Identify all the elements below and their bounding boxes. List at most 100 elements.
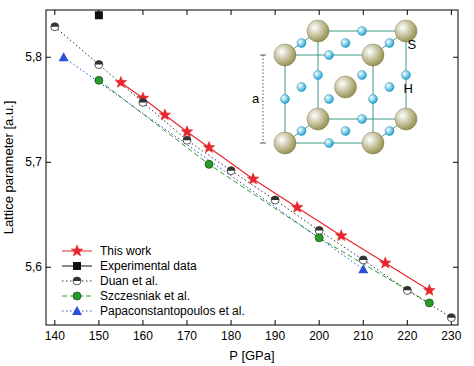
hydrogen-atom [402, 71, 411, 80]
legend-label: Duan et al. [100, 274, 158, 288]
x-tick-label: 150 [89, 329, 109, 343]
inset-structure: S Ha [252, 20, 417, 154]
data-point [95, 76, 103, 84]
data-point [380, 257, 391, 268]
sulfur-atom [362, 132, 384, 154]
hydrogen-atom [369, 95, 378, 104]
x-tick [54, 320, 55, 325]
data-point [315, 227, 323, 235]
marker-shape [59, 52, 69, 61]
marker-shape [139, 98, 147, 106]
series-line [55, 27, 452, 318]
hydrogen-atom [297, 83, 306, 92]
marker-shape [205, 160, 213, 168]
data-point [424, 284, 435, 295]
x-tick-top [319, 10, 320, 15]
marker-shape [380, 257, 391, 268]
plot-area [51, 11, 456, 321]
x-tick-top [363, 10, 364, 15]
x-tick-top [142, 10, 143, 15]
marker-shape [315, 227, 323, 235]
atom-label: H [404, 81, 413, 96]
data-point [95, 61, 103, 69]
data-point [115, 76, 126, 87]
y-tick-label: 5,6 [25, 260, 42, 274]
x-tick-label: 230 [441, 329, 461, 343]
legend-label: This work [100, 244, 152, 258]
sulfur-atom [362, 44, 384, 66]
x-tick-top [407, 10, 408, 15]
marker-shape [336, 230, 347, 241]
hydrogen-atom [341, 127, 350, 136]
marker-shape [183, 136, 191, 144]
hydrogen-atom [325, 139, 334, 148]
marker-shape [447, 314, 455, 322]
hydrogen-atom [341, 39, 350, 48]
x-tick-label: 140 [45, 329, 65, 343]
marker-half [403, 286, 411, 290]
data-point [51, 23, 59, 31]
hydrogen-atom [385, 39, 394, 48]
data-point [358, 264, 368, 273]
marker-shape [271, 196, 279, 204]
data-point [205, 160, 213, 168]
hydrogen-atom [325, 95, 334, 104]
marker-shape [425, 299, 433, 307]
hydrogen-atom [385, 83, 394, 92]
data-point [315, 234, 323, 242]
sulfur-atom [274, 132, 296, 154]
x-tick-top [231, 10, 232, 15]
x-tick-label: 190 [265, 329, 285, 343]
data-point [403, 286, 411, 294]
x-tick-label: 210 [353, 329, 373, 343]
dimension-label: a [252, 91, 260, 106]
marker-shape [403, 286, 411, 294]
x-tick-label: 160 [133, 329, 153, 343]
y-tick-label: 5,8 [25, 50, 42, 64]
y-tick [46, 267, 51, 268]
data-point [271, 196, 279, 204]
dimension-cap [260, 55, 266, 56]
marker-half [227, 167, 235, 171]
hydrogen-atom [325, 51, 334, 60]
chart: 1401501601701801902002102202305,65,75,8P… [0, 0, 474, 366]
atom-label: S [408, 37, 417, 52]
x-tick-label: 170 [177, 329, 197, 343]
marker-shape [115, 76, 126, 87]
legend-marker [71, 245, 82, 256]
marker-shape [315, 234, 323, 242]
x-tick [363, 320, 364, 325]
marker-shape [73, 277, 81, 285]
marker-shape [358, 264, 368, 273]
hydrogen-atom [297, 127, 306, 136]
hydrogen-atom [358, 71, 367, 80]
legend-marker [73, 292, 81, 300]
marker-shape [51, 23, 59, 31]
hydrogen-atom [385, 127, 394, 136]
x-tick-top [451, 10, 452, 15]
marker-half [73, 277, 81, 281]
hydrogen-atom [297, 39, 306, 48]
data-point [183, 136, 191, 144]
marker-half [447, 314, 455, 318]
sulfur-atom [307, 108, 329, 130]
legend-marker [72, 306, 82, 315]
marker-shape [95, 76, 103, 84]
x-tick [319, 320, 320, 325]
sulfur-atom [307, 20, 329, 42]
data-point [359, 256, 367, 264]
y-tick-label: 5,7 [25, 155, 42, 169]
y-tick [46, 57, 51, 58]
marker-shape [71, 245, 82, 256]
sulfur-atom [395, 108, 417, 130]
y-tick-right [453, 57, 458, 58]
marker-shape [203, 142, 214, 153]
x-axis-label: P [GPa] [229, 348, 274, 363]
x-tick-label: 220 [397, 329, 417, 343]
marker-shape [95, 11, 103, 19]
sulfur-atom [335, 76, 357, 98]
legend: This workExperimental dataDuan et al.Szc… [62, 244, 245, 318]
x-tick-label: 180 [221, 329, 241, 343]
x-tick [275, 320, 276, 325]
marker-half [271, 196, 279, 200]
